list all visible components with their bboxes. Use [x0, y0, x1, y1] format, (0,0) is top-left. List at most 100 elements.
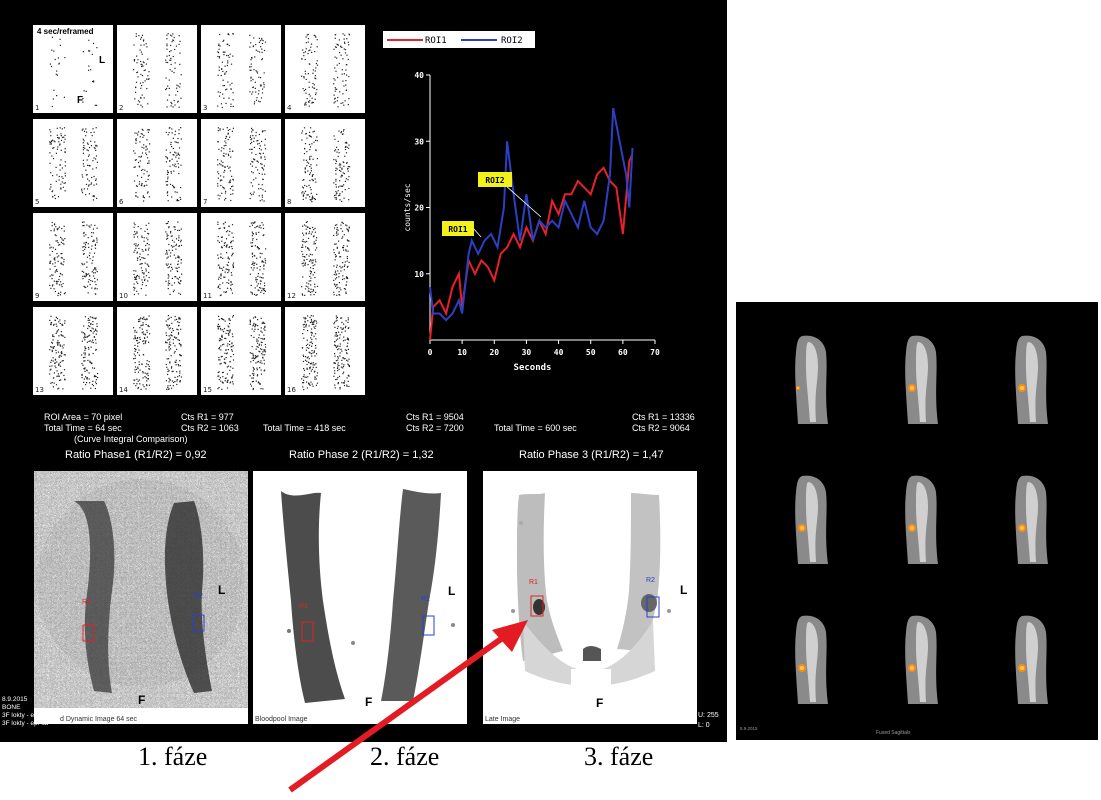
dynamic-frames-grid: 1 4 sec/reframed L F 2 3 4 5 6 7 8 9 10 11 12 13 14 15 16 [33, 25, 367, 397]
fused-sagittal-slice [795, 335, 828, 424]
roi2-callout-text: ROI2 [485, 176, 504, 185]
x-tick-label: 50 [586, 348, 596, 357]
dynamic-frame-thumb: 6 [117, 119, 197, 207]
red-arrow [288, 620, 528, 793]
img2-caption: Bloodpool Image [255, 716, 308, 723]
study-line2: 3F lokty - ep. lat [2, 720, 49, 727]
study-line1: 3F lokty - ep. lat [2, 712, 49, 719]
x-tick-label: 40 [554, 348, 564, 357]
phase3-r1-text: Cts R1 = 13336 [632, 412, 695, 422]
y-tick-label: 30 [414, 137, 424, 146]
x-tick-label: 70 [650, 348, 660, 357]
phase-3-label: 3. fáze [584, 742, 654, 771]
img1-r1-label: R1 [82, 599, 91, 606]
frame-number: 15 [203, 386, 212, 394]
chart-legend: ROI1 ROI2 [383, 31, 535, 48]
phase1-time-text: Total Time = 64 sec [44, 423, 122, 433]
arrow-shaft [288, 631, 510, 793]
dynamic-frame-thumb: 9 [33, 213, 113, 301]
y-tick-label: 40 [414, 71, 424, 80]
img1-foot-marker: F [138, 693, 146, 707]
img1-left-marker: L [218, 583, 226, 597]
dynamic-image: R1 R2 L F d Dynamic Image 64 sec [34, 471, 248, 724]
img2-r2-label: R2 [421, 596, 430, 603]
frame-number: 7 [203, 198, 208, 206]
frame-number: 10 [119, 292, 128, 300]
img3-r2-label: R2 [646, 577, 655, 584]
phase2-r2-text: Cts R2 = 7200 [406, 423, 464, 433]
frame-number: 6 [119, 198, 124, 206]
frame-header: 4 sec/reframed [37, 27, 94, 36]
frame-number: 3 [203, 104, 208, 112]
x-tick-label: 20 [489, 348, 499, 357]
frame-speckle [49, 127, 98, 201]
x-axis-label: Seconds [514, 363, 552, 373]
legend-roi2-label: ROI2 [501, 36, 523, 46]
img1-r2-label: R2 [194, 593, 203, 600]
dynamic-frame-thumb: 15 [201, 307, 281, 395]
img2-r1-label: R1 [299, 603, 308, 610]
roi1-callout-box [442, 221, 474, 236]
legend-swatches: ROI1 ROI2 [387, 36, 523, 46]
fused-sagittal-slice [905, 475, 938, 564]
u-value: U: 255 [698, 712, 719, 719]
frame-speckle [133, 315, 183, 390]
frame-number: 14 [119, 386, 128, 394]
dynamic-image-scan [37, 479, 245, 693]
phase-2-label: 2. fáze [370, 742, 440, 771]
img3-r1-label: R1 [529, 579, 538, 586]
phase1-note-text: (Curve Integral Comparison) [74, 434, 188, 444]
frame-number: 5 [35, 198, 40, 206]
frame-number: 2 [119, 104, 124, 112]
bloodpool-image: R1 R2 L F Bloodpool Image [253, 471, 467, 724]
phase2-ratio: Ratio Phase 2 (R1/R2) = 1,32 [289, 449, 434, 461]
thumb-left-marker: L [99, 55, 106, 66]
img2-foot-marker: F [365, 695, 373, 709]
phase2-time-text: Total Time = 418 sec [263, 423, 346, 433]
y-tick-label: 10 [414, 270, 424, 279]
dynamic-frame-thumb: 12 [285, 213, 365, 301]
dynamic-frame-thumb: 7 [201, 119, 281, 207]
frame-number: 13 [35, 386, 44, 394]
l-value: L: 0 [698, 722, 710, 729]
dynamic-frame-thumb: 8 [285, 119, 365, 207]
spect-ct-fused-panel: Fused Sagittals 8.9.2015 [736, 302, 1098, 740]
frame-speckle [301, 127, 351, 203]
phase3-ratio: Ratio Phase 3 (R1/R2) = 1,47 [519, 449, 664, 461]
late-image: R1 R2 L F Late Image [483, 471, 697, 724]
dynamic-frame-thumb: 5 [33, 119, 113, 207]
img3-left-marker: L [680, 583, 688, 597]
frame-speckle [217, 315, 267, 391]
img3-foot-marker: F [596, 696, 604, 710]
frame-number: 4 [287, 104, 292, 112]
frame-number: 1 [35, 104, 40, 112]
roi2-callout-leader [504, 184, 542, 218]
phase-1-label: 1. fáze [138, 742, 208, 771]
frame-speckle [49, 221, 98, 297]
dynamic-frame-thumb: 1 4 sec/reframed L F [33, 25, 113, 113]
frame-speckle [217, 221, 267, 297]
legend-roi1-label: ROI1 [425, 36, 447, 46]
dynamic-frame-thumb: 16 [285, 307, 365, 395]
frame-speckle [301, 315, 350, 391]
dynamic-frame-thumb: 14 [117, 307, 197, 395]
fused-sagittal-slice [905, 615, 938, 704]
study-type: BONE [2, 704, 21, 711]
frame-speckle [133, 127, 182, 202]
spect-footer-date: 8.9.2015 [740, 726, 758, 731]
dynamic-frame-thumb: 11 [201, 213, 281, 301]
roi-area-text: ROI Area = 70 pixel [44, 412, 123, 422]
late-image-scan [511, 493, 671, 715]
x-tick-label: 10 [457, 348, 467, 357]
arrow-head [492, 620, 528, 652]
frame-number: 12 [287, 292, 296, 300]
frame-number: 11 [203, 292, 212, 300]
phase1-ratio: Ratio Phase1 (R1/R2) = 0,92 [65, 449, 207, 461]
frame-speckle [133, 33, 182, 108]
y-axis-label: counts/sec [403, 183, 412, 231]
fused-sagittal-slice [795, 615, 828, 704]
thumb-foot-marker: F [77, 95, 84, 106]
y-tick-label: 20 [414, 204, 424, 213]
series-line-roi2 [429, 107, 634, 322]
